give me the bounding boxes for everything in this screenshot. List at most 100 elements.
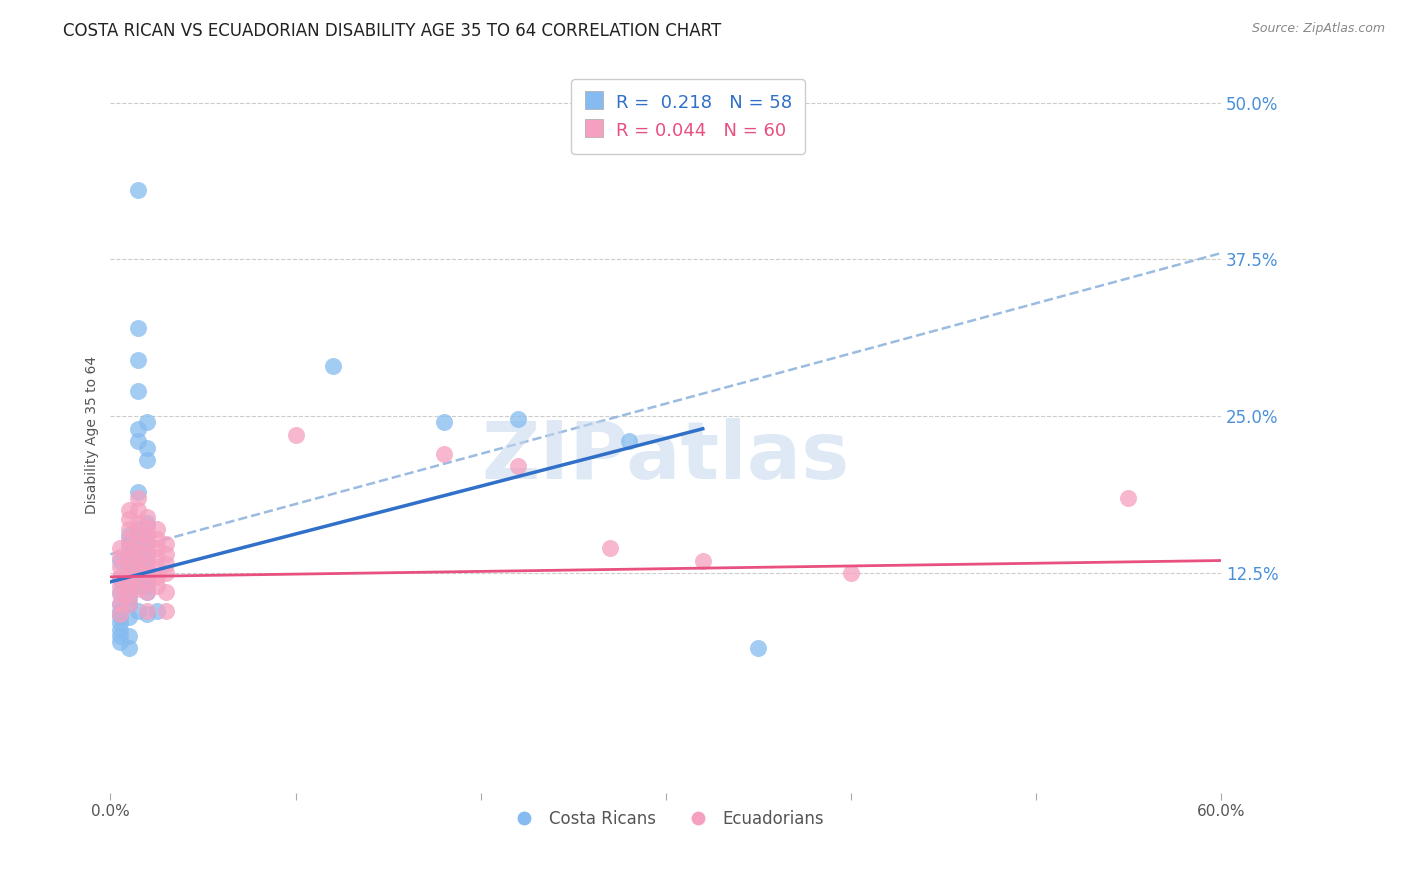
Point [155,547,177,561]
Point [747,641,769,656]
Point [433,416,456,430]
Point [155,558,177,572]
Point [136,579,159,593]
Point [118,598,141,612]
Point [118,537,141,551]
Point [118,641,141,656]
Point [118,585,141,599]
Point [136,537,159,551]
Point [506,459,529,474]
Point [136,537,159,551]
Point [118,629,141,643]
Point [108,549,131,564]
Point [127,582,149,597]
Point [118,512,141,526]
Point [136,441,159,455]
Point [127,352,149,367]
Point [108,559,131,574]
Point [284,428,307,442]
Point [127,566,149,580]
Point [155,585,177,599]
Point [145,579,167,593]
Point [145,532,167,546]
Point [136,607,159,622]
Point [127,572,149,586]
Point [118,522,141,536]
Point [118,528,141,542]
Point [136,453,159,467]
Point [108,579,131,593]
Point [118,610,141,624]
Point [136,566,159,580]
Point [136,558,159,572]
Point [136,528,159,542]
Point [136,547,159,561]
Point [118,503,141,517]
Point [136,604,159,618]
Point [108,587,131,601]
Point [136,509,159,524]
Point [839,566,862,580]
Text: Source: ZipAtlas.com: Source: ZipAtlas.com [1251,22,1385,36]
Point [136,547,159,561]
Point [118,566,141,580]
Point [118,579,141,593]
Y-axis label: Disability Age 35 to 64: Disability Age 35 to 64 [86,356,100,514]
Point [127,503,149,517]
Point [599,541,621,555]
Point [108,607,131,622]
Point [127,434,149,449]
Point [136,562,159,576]
Point [145,570,167,584]
Point [127,541,149,555]
Point [118,541,141,555]
Text: ZIPatlas: ZIPatlas [482,417,849,495]
Point [127,553,149,567]
Point [127,183,149,197]
Point [136,585,159,599]
Point [108,616,131,631]
Point [127,524,149,539]
Point [127,579,149,593]
Point [108,610,131,624]
Point [108,629,131,643]
Point [136,553,159,567]
Point [108,570,131,584]
Point [127,547,149,561]
Point [118,549,141,564]
Point [617,434,640,449]
Point [108,598,131,612]
Point [118,532,141,546]
Point [127,604,149,618]
Point [118,559,141,574]
Point [145,549,167,564]
Point [127,384,149,398]
Point [155,537,177,551]
Point [155,604,177,618]
Point [118,591,141,606]
Point [118,570,141,584]
Point [127,534,149,549]
Point [118,587,141,601]
Point [118,547,141,561]
Point [108,553,131,567]
Point [136,572,159,586]
Point [145,522,167,536]
Point [322,359,344,373]
Point [506,411,529,425]
Point [127,545,149,559]
Point [127,553,149,567]
Point [136,416,159,430]
Point [127,516,149,530]
Legend: Costa Ricans, Ecuadorians: Costa Ricans, Ecuadorians [501,803,831,834]
Point [136,519,159,533]
Point [136,528,159,542]
Point [127,562,149,576]
Point [118,559,141,574]
Point [118,572,141,586]
Point [433,447,456,461]
Point [108,635,131,649]
Point [136,516,159,530]
Point [108,585,131,599]
Point [127,491,149,505]
